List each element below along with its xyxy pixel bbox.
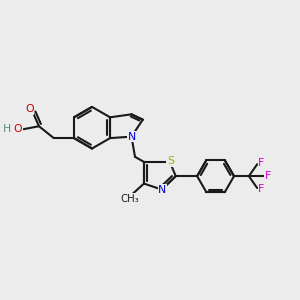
Text: N: N xyxy=(128,132,136,142)
Text: S: S xyxy=(167,156,174,166)
Text: CH₃: CH₃ xyxy=(121,194,139,204)
Text: F: F xyxy=(258,184,265,194)
Text: N: N xyxy=(158,185,166,195)
Text: O: O xyxy=(14,124,22,134)
Text: O: O xyxy=(25,104,34,114)
Text: H: H xyxy=(3,124,11,134)
Text: F: F xyxy=(265,171,271,181)
Text: F: F xyxy=(258,158,265,168)
